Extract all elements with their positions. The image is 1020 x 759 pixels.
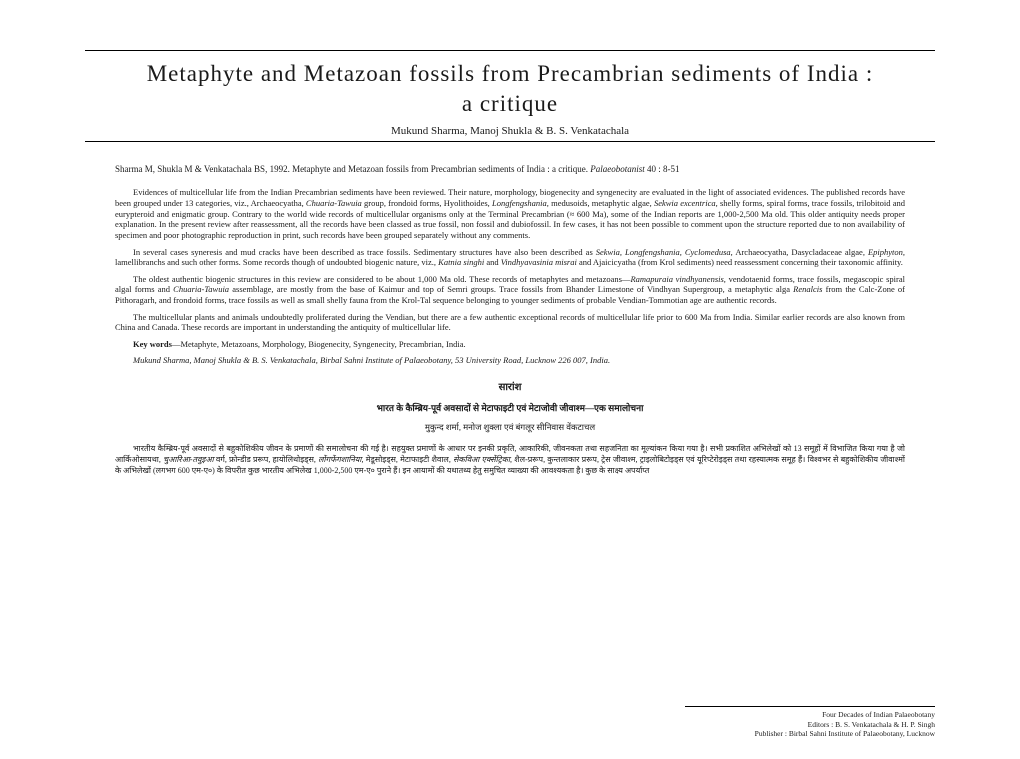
keywords-line: Key words—Metaphyte, Metazoans, Morpholo… [85, 339, 935, 349]
footer-publisher: Publisher : Birbal Sahni Institute of Pa… [685, 729, 935, 739]
abstract-paragraph: The multicellular plants and animals und… [85, 312, 935, 333]
paper-authors: Mukund Sharma, Manoj Shukla & B. S. Venk… [85, 125, 935, 137]
abstract-paragraph: In several cases syneresis and mud crack… [85, 247, 935, 268]
publication-footer: Four Decades of Indian Palaeobotany Edit… [685, 706, 935, 739]
abstract-paragraph: Evidences of multicellular life from the… [85, 187, 935, 240]
footer-series: Four Decades of Indian Palaeobotany [685, 710, 935, 720]
citation-text: Sharma M, Shukla M & Venkatachala BS, 19… [115, 164, 590, 174]
citation-block: Sharma M, Shukla M & Venkatachala BS, 19… [85, 164, 935, 176]
keywords-text: —Metaphyte, Metazoans, Morphology, Bioge… [172, 339, 466, 349]
citation-volume: 40 : 8-51 [645, 164, 680, 174]
keywords-label: Key words [133, 339, 172, 349]
page-rule-top [85, 50, 935, 51]
author-affiliation: Mukund Sharma, Manoj Shukla & B. S. Venk… [85, 355, 935, 365]
page-rule-under-authors [85, 141, 935, 142]
hindi-abstract-paragraph: भारतीय कैम्ब्रिय-पूर्व अवसादों से बहुकोश… [85, 443, 935, 477]
hindi-abstract-heading: सारांश [85, 379, 935, 393]
footer-rule [685, 706, 935, 707]
citation-journal: Palaeobotanist [590, 164, 645, 174]
hindi-authors: मुकुन्द शर्मा, मनोज शुक्ला एवं बंगलूर सी… [85, 422, 935, 433]
abstract-paragraph: The oldest authentic biogenic structures… [85, 274, 935, 306]
footer-editors: Editors : B. S. Venkatachala & H. P. Sin… [685, 720, 935, 730]
paper-title: Metaphyte and Metazoan fossils from Prec… [85, 59, 935, 119]
hindi-title: भारत के कैम्ब्रिय-पूर्व अवसादों से मेटाफ… [85, 401, 935, 414]
